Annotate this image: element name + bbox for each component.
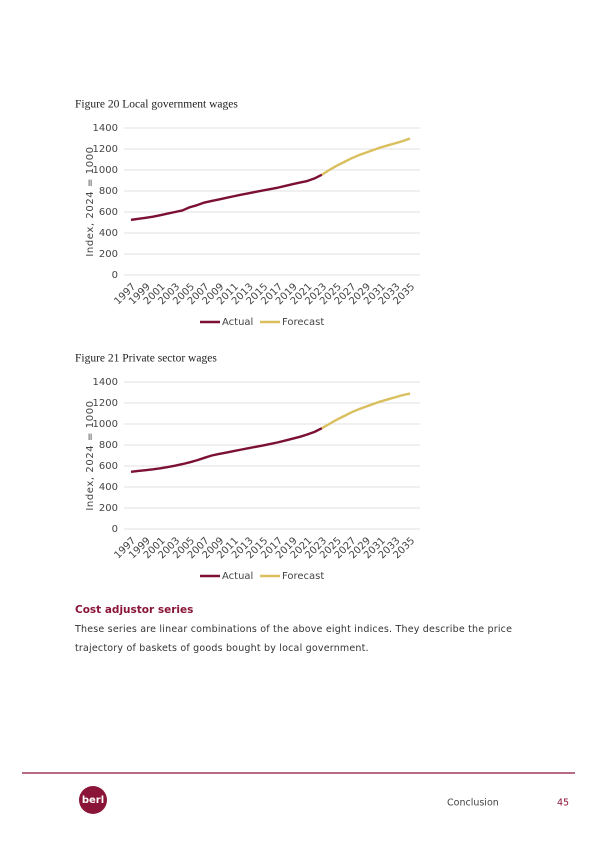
legend-label: Actual (222, 571, 253, 582)
y-tick-label: 800 (99, 186, 118, 197)
y-tick-label: 1200 (93, 398, 118, 409)
line (130, 427, 323, 473)
y-tick-label: 600 (99, 461, 118, 472)
y-tick-label: 400 (99, 228, 118, 239)
logo-text: berl (82, 795, 104, 806)
line (130, 173, 323, 222)
y-tick-label: 0 (112, 524, 118, 535)
y-axis-label: Index, 2024 = 1000 (85, 400, 96, 510)
page-number: 45 (557, 798, 569, 809)
y-axis-label: Index, 2024 = 1000 (85, 146, 96, 256)
chart-title: Figure 21 Private sector wages (75, 353, 217, 365)
logo (79, 786, 107, 814)
y-tick-label: 1000 (93, 419, 118, 430)
legend-label: Forecast (282, 317, 324, 328)
y-tick-label: 200 (99, 249, 118, 260)
footer-section: Conclusion (447, 798, 499, 809)
y-tick-label: 600 (99, 207, 118, 218)
line (321, 137, 411, 176)
paragraph: These series are linear combinations of … (75, 624, 513, 654)
y-tick-label: 800 (99, 440, 118, 451)
y-tick-label: 1400 (93, 377, 118, 388)
legend-label: Forecast (282, 571, 324, 582)
y-tick-label: 1200 (93, 144, 118, 155)
y-tick-label: 0 (112, 270, 118, 281)
legend-label: Actual (222, 317, 253, 328)
section-heading: Cost adjustor series (75, 604, 193, 616)
y-tick-label: 400 (99, 482, 118, 493)
y-tick-label: 1000 (93, 165, 118, 176)
line (321, 392, 411, 430)
y-tick-label: 200 (99, 503, 118, 514)
chart-title: Figure 20 Local government wages (75, 99, 238, 111)
y-tick-label: 1400 (93, 123, 118, 134)
